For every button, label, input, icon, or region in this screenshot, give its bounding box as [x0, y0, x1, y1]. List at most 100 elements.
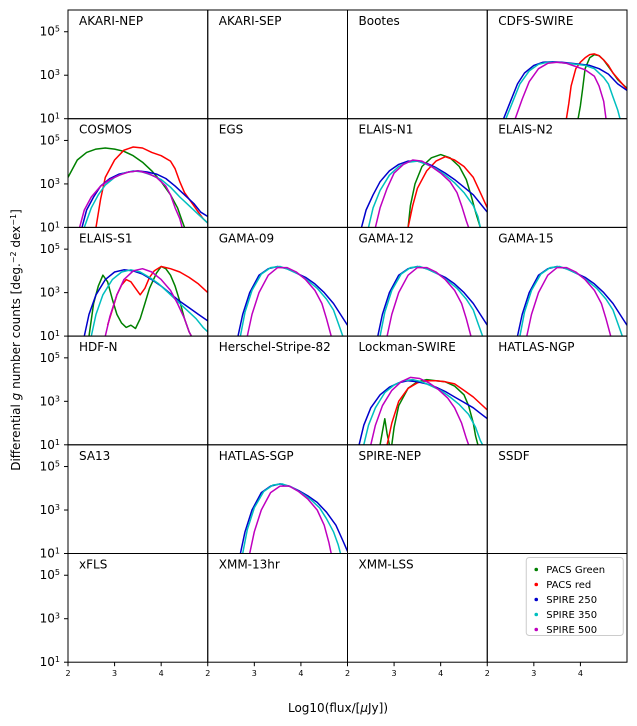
y-tick-label: 105: [40, 350, 60, 365]
panel-series: [358, 376, 488, 445]
panel-title: XMM-13hr: [219, 558, 280, 572]
legend-marker-s500: [534, 627, 539, 632]
panel-xfls: xFLS: [67, 553, 209, 663]
legend-label-red: PACS red: [546, 580, 591, 591]
panel-title: GAMA-09: [219, 231, 274, 245]
series-line-s250: [83, 269, 208, 337]
x-tick-label: 4: [438, 669, 443, 678]
panel-series: [516, 265, 627, 337]
legend-marker-green: [534, 567, 539, 572]
series-line-s500: [514, 61, 607, 119]
series-line-s350: [519, 265, 624, 337]
panel-series: [360, 153, 488, 228]
x-tick-label: 3: [252, 669, 257, 678]
series-line-s500: [248, 485, 332, 554]
panel-title: SA13: [79, 449, 110, 463]
legend-label-green: PACS Green: [546, 565, 605, 576]
legend-marker-s350: [534, 612, 539, 617]
panel-title: HATLAS-NGP: [498, 340, 574, 354]
panel-lockman-swire: Lockman-SWIRE: [347, 335, 488, 446]
x-tick-label: 4: [578, 669, 583, 678]
y-tick-label: 105: [40, 459, 60, 474]
series-line-s500: [374, 159, 470, 228]
panel-elais-n2: ELAIS-N2: [486, 118, 628, 228]
x-axis-label: Log10(flux/[μJy]): [288, 701, 388, 715]
panel-spire-nep: SPIRE-NEP: [347, 444, 488, 554]
panel-cdfs-swire: CDFS-SWIRE: [486, 9, 628, 120]
y-tick-label: 103: [40, 285, 60, 300]
panel-akari-sep: AKARI-SEP: [207, 9, 348, 120]
series-line-s500: [78, 170, 183, 228]
panel-elais-n1: ELAIS-N1: [347, 118, 488, 228]
x-tick-label: 2: [485, 669, 490, 678]
series-line-s350: [239, 265, 344, 337]
panel-akari-nep: AKARI-NEP: [67, 9, 209, 120]
panel-title: XMM-LSS: [359, 558, 414, 572]
legend: PACS Green PACS red SPIRE 250 SPIRE 350 SPIR…: [525, 557, 624, 636]
series-line-s500: [370, 376, 470, 445]
x-tick-label: 2: [205, 669, 210, 678]
series-line-red: [565, 53, 627, 119]
series-line-s250: [377, 265, 488, 337]
y-tick-label: 103: [40, 611, 60, 626]
panel-series: [68, 146, 208, 228]
panel-title: EGS: [219, 123, 244, 137]
panel-cosmos: COSMOS: [67, 118, 209, 228]
series-line-s350: [90, 269, 208, 337]
series-line-s350: [505, 61, 621, 119]
legend-marker-red: [534, 582, 539, 587]
y-tick-label: 103: [40, 68, 60, 83]
series-line-s350: [379, 265, 484, 337]
panel-gama-09: GAMA-09: [207, 226, 348, 337]
y-tick-label: 105: [40, 242, 60, 257]
panel-series: [377, 265, 488, 337]
y-tick-label: 105: [40, 24, 60, 39]
series-line-s500: [526, 266, 612, 337]
series-line-red: [386, 379, 488, 445]
series-line-s500: [386, 266, 472, 337]
series-line-s350: [241, 483, 342, 554]
panel-series: [239, 483, 348, 554]
panel-title: SSDF: [498, 449, 529, 463]
series-line-s500: [104, 267, 193, 337]
series-line-green: [68, 147, 186, 228]
series-line-s250: [239, 483, 348, 554]
panel-title: GAMA-15: [498, 231, 553, 245]
panel-title: Herschel-Stripe-82: [219, 340, 331, 354]
legend-label-s350: SPIRE 350: [546, 610, 597, 621]
y-tick-label: 101: [40, 111, 60, 126]
panel-xmm-lss: XMM-LSS: [347, 553, 488, 663]
panel-frame: [486, 553, 628, 663]
series-line-red: [407, 155, 488, 228]
panel-title: CDFS-SWIRE: [498, 14, 573, 28]
legend-label-s250: SPIRE 250: [546, 595, 597, 606]
x-tick-label: 3: [531, 669, 536, 678]
panel-hatlas-sgp: HATLAS-SGP: [207, 444, 348, 554]
panel-title: xFLS: [79, 558, 107, 572]
y-tick-label: 103: [40, 176, 60, 191]
panel-elais-s1: ELAIS-S1: [67, 226, 209, 337]
panel-title: HATLAS-SGP: [219, 449, 294, 463]
legend-box: [525, 557, 624, 636]
panel-xmm-13hr: XMM-13hr: [207, 553, 348, 663]
panel-title: AKARI-SEP: [219, 14, 282, 28]
x-tick-label: 4: [298, 669, 303, 678]
series-line-s250: [358, 379, 488, 445]
panel-title: Lockman-SWIRE: [359, 340, 456, 354]
panel-title: AKARI-NEP: [79, 14, 143, 28]
x-tick-label: 2: [65, 669, 70, 678]
panel-gama-15: GAMA-15: [486, 226, 628, 337]
x-tick-label: 2: [345, 669, 350, 678]
y-tick-label: 101: [40, 655, 60, 670]
panel-legend: [486, 553, 628, 663]
panel-series: [83, 265, 208, 337]
series-line-s250: [502, 60, 627, 119]
panel-gama-12: GAMA-12: [347, 226, 488, 337]
series-line-red: [95, 146, 208, 228]
panel-egs: EGS: [207, 118, 348, 228]
y-tick-label: 101: [40, 437, 60, 452]
y-tick-label: 105: [40, 133, 60, 148]
y-tick-label: 101: [40, 329, 60, 344]
